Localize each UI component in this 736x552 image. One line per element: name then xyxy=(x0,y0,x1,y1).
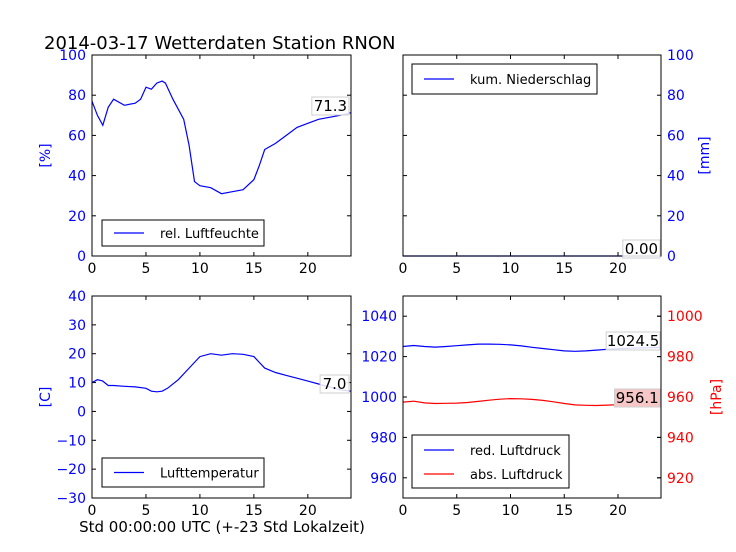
legend-box xyxy=(101,219,265,247)
plot-frame xyxy=(402,54,662,257)
x-tick-label: 5 xyxy=(141,503,150,519)
current-value-label: 1024.5 xyxy=(607,332,660,350)
x-tick-label: 10 xyxy=(502,503,520,519)
x-tick-label: 5 xyxy=(141,261,150,277)
y-tick-label: 80 xyxy=(667,88,685,104)
value-badge xyxy=(311,96,350,116)
y-tick-label: −30 xyxy=(56,491,86,507)
y-tick-label: 60 xyxy=(667,128,685,144)
x-tick-label: 20 xyxy=(609,503,627,519)
y2-axis-label: [hPa] xyxy=(709,379,725,415)
current-value-label: 7.0 xyxy=(323,375,347,393)
value-badge xyxy=(605,331,661,351)
y-tick-label: 20 xyxy=(68,209,86,225)
x-tick-label: 0 xyxy=(88,503,97,519)
y-tick-label: 0 xyxy=(77,404,86,420)
y-axis-label: [%] xyxy=(38,143,54,167)
y-tick-label: 0 xyxy=(667,249,676,265)
y-tick-label: 40 xyxy=(68,289,86,305)
series-line xyxy=(91,353,352,393)
x-tick-label: 15 xyxy=(555,503,573,519)
y-tick-label: 960 xyxy=(370,471,397,487)
x-tick-label: 20 xyxy=(299,261,317,277)
y-tick-label: 1040 xyxy=(361,309,397,325)
legend-label: abs. Luftdruck xyxy=(470,468,563,483)
legend-label: Lufttemperatur xyxy=(160,467,259,482)
x-tick-label: 15 xyxy=(245,503,263,519)
y-tick-label: 20 xyxy=(667,209,685,225)
legend-label: kum. Niederschlag xyxy=(470,73,591,88)
x-tick-label: 5 xyxy=(452,503,461,519)
x-tick-label: 15 xyxy=(245,261,263,277)
x-tick-label: 20 xyxy=(299,503,317,519)
y-tick-label: 20 xyxy=(68,347,86,363)
x-tick-label: 0 xyxy=(399,503,408,519)
plot-frame xyxy=(91,295,352,499)
y-tick-label: 80 xyxy=(68,88,86,104)
y-tick-label: 10 xyxy=(68,376,86,392)
value-badge xyxy=(614,388,661,408)
y-tick-label: 60 xyxy=(68,128,86,144)
y2-tick-label: 960 xyxy=(667,390,694,406)
x-tick-label: 0 xyxy=(399,261,408,277)
y-tick-label: 1000 xyxy=(361,390,397,406)
y-tick-label: −20 xyxy=(56,462,86,478)
y-axis-label: [C] xyxy=(38,387,54,408)
current-value-label: 71.3 xyxy=(314,97,347,115)
x-tick-label: 15 xyxy=(555,261,573,277)
plot-frame xyxy=(402,295,662,499)
y-tick-label: −10 xyxy=(56,433,86,449)
legend-label: red. Luftdruck xyxy=(470,444,561,459)
value-badge xyxy=(319,374,350,394)
legend-box xyxy=(411,434,570,489)
y2-tick-label: 920 xyxy=(667,471,694,487)
y-tick-label: 30 xyxy=(68,318,86,334)
y-tick-label: 0 xyxy=(77,249,86,265)
y-tick-label: 100 xyxy=(667,48,694,64)
x-tick-label: 10 xyxy=(191,261,209,277)
x-tick-label: 10 xyxy=(502,261,520,277)
y2-tick-label: 980 xyxy=(667,350,694,366)
plot-frame xyxy=(91,54,352,257)
y-tick-label: 100 xyxy=(59,48,86,64)
current-value-label: 956.1 xyxy=(616,389,659,407)
y-tick-label: 40 xyxy=(68,169,86,185)
x-tick-label: 0 xyxy=(88,261,97,277)
x-tick-label: 20 xyxy=(609,261,627,277)
y-tick-label: 40 xyxy=(667,169,685,185)
y-tick-label: 1020 xyxy=(361,350,397,366)
x-tick-label: 10 xyxy=(191,503,209,519)
figure-title: 2014-03-17 Wetterdaten Station RNON xyxy=(44,33,395,54)
y-axis-label: [mm] xyxy=(697,136,713,174)
value-badge xyxy=(622,239,661,259)
y-tick-label: 980 xyxy=(370,430,397,446)
legend-label: rel. Luftfeuchte xyxy=(160,227,259,242)
x-tick-label: 5 xyxy=(452,261,461,277)
current-value-label: 0.00 xyxy=(625,240,658,258)
x-axis-label: Std 00:00:00 UTC (+-23 Std Lokalzeit) xyxy=(79,518,365,536)
y2-tick-label: 1000 xyxy=(667,309,703,325)
series-line xyxy=(91,80,352,195)
y2-tick-label: 940 xyxy=(667,430,694,446)
